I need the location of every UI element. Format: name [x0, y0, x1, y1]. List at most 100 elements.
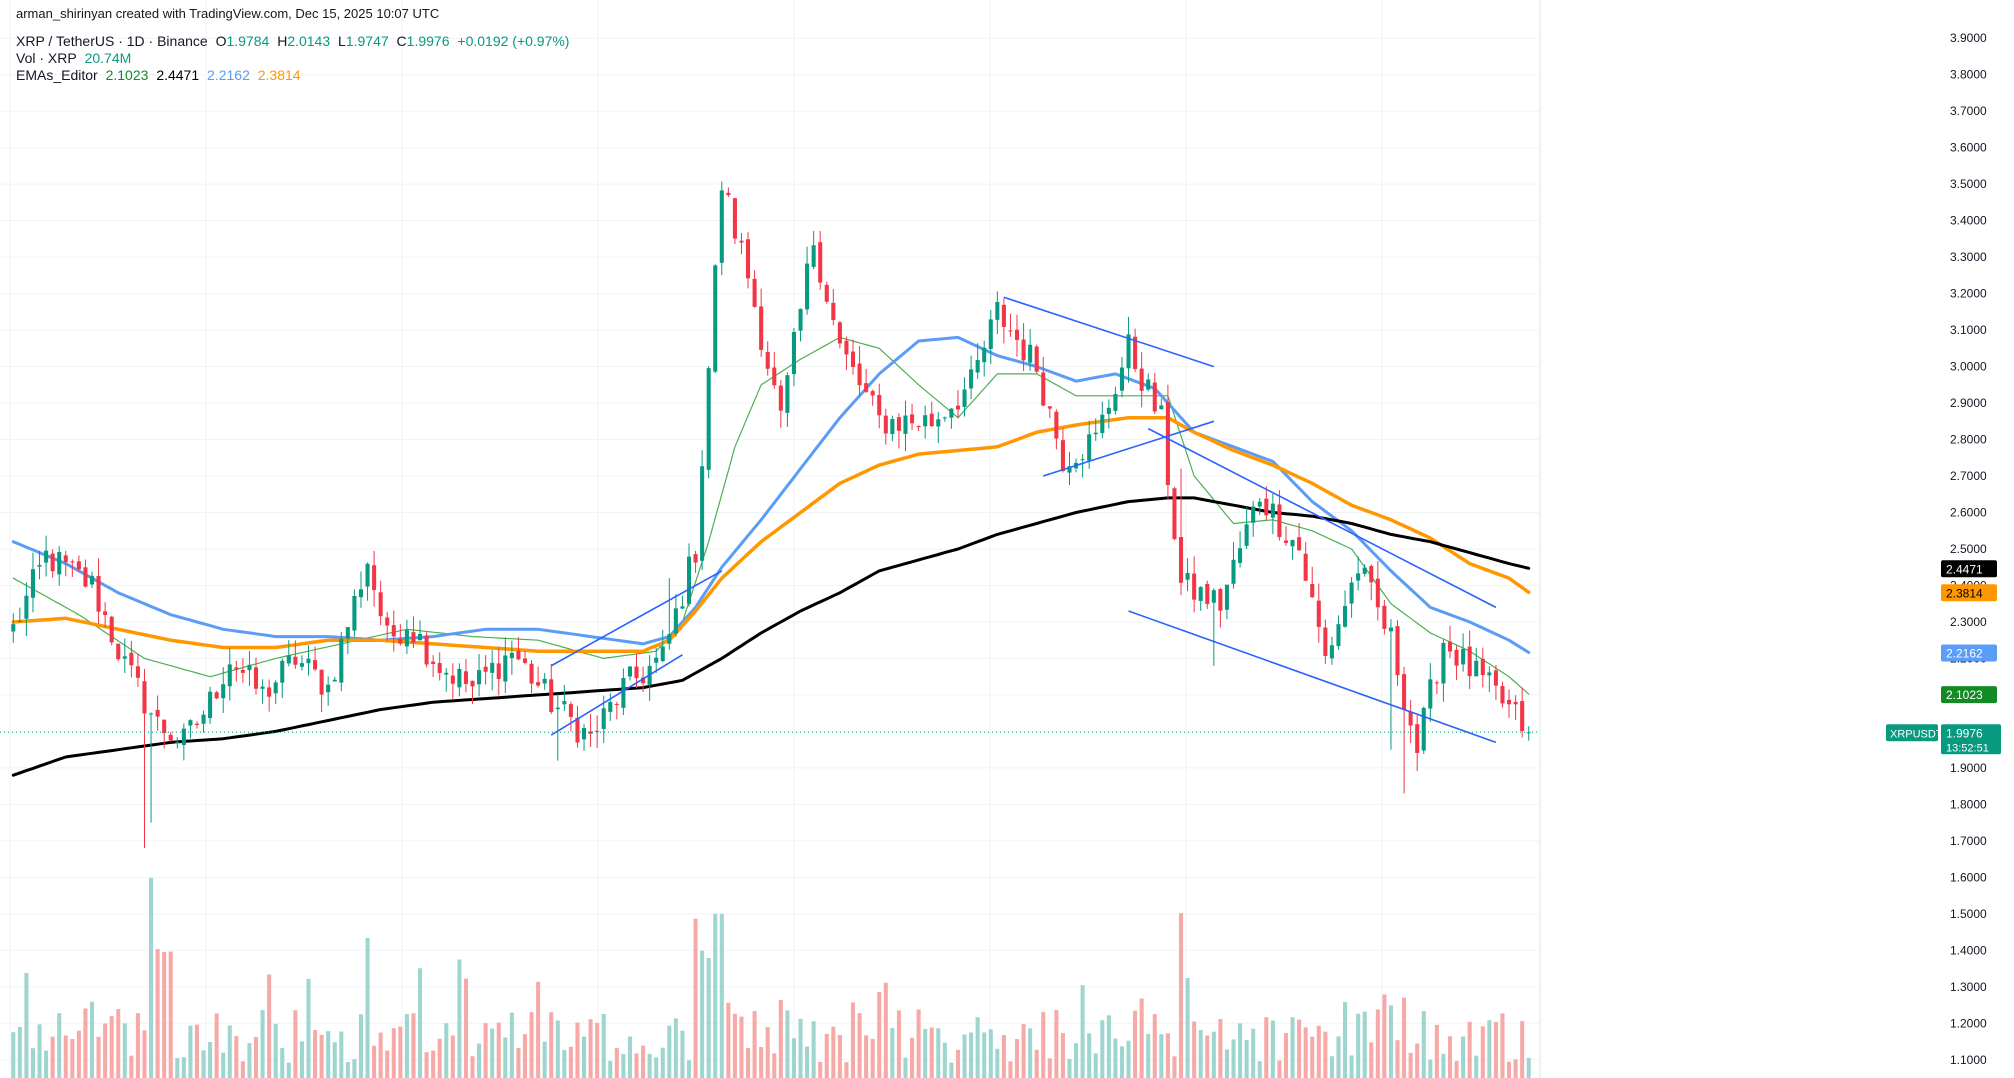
candle-body	[686, 556, 692, 604]
price-tick-label[interactable]: 3.9000	[1950, 31, 1987, 45]
volume-bar	[988, 1029, 993, 1078]
ohlc-low: 1.9747	[345, 33, 389, 49]
candle-body	[398, 638, 403, 644]
volume-bar	[1014, 1038, 1020, 1078]
candle-body	[70, 561, 75, 563]
volume-bar	[936, 1028, 941, 1078]
candle-body	[1244, 524, 1249, 546]
candle-body	[1467, 646, 1472, 677]
candle-body	[345, 627, 350, 639]
price-tick-label[interactable]: 3.8000	[1950, 68, 1987, 82]
candle-body	[444, 672, 449, 675]
volume-bar	[746, 1047, 751, 1078]
chart-grid	[0, 0, 1541, 1078]
price-tick-label[interactable]: 3.7000	[1950, 104, 1987, 118]
price-tick-label[interactable]: 1.6000	[1950, 870, 1987, 884]
candle-body	[201, 714, 206, 724]
candle-body	[437, 663, 442, 673]
volume-bar	[1526, 1057, 1531, 1078]
volume-bar	[1159, 1034, 1164, 1078]
volume-bar	[188, 1025, 193, 1078]
candle-body	[260, 686, 265, 689]
price-tick-label[interactable]: 3.1000	[1950, 323, 1987, 337]
price-tick-label[interactable]: 3.6000	[1950, 141, 1987, 155]
volume-bar	[1192, 1021, 1197, 1078]
volume-bar	[450, 1035, 455, 1078]
candle-body	[850, 351, 856, 368]
candle-body	[549, 679, 554, 713]
volume-bar	[811, 1021, 816, 1078]
price-tick-label[interactable]: 2.9000	[1950, 396, 1987, 410]
trendline[interactable]	[550, 570, 723, 667]
ema-price-badge-text: 2.1023	[1946, 688, 1983, 702]
price-tick-label[interactable]: 2.5000	[1950, 542, 1987, 556]
price-tick-label[interactable]: 1.7000	[1950, 834, 1987, 848]
volume-bar	[63, 1035, 68, 1078]
candle-body	[654, 657, 659, 663]
candle-body	[1480, 658, 1485, 676]
price-tick-label[interactable]: 1.8000	[1950, 797, 1987, 811]
candle-body	[17, 621, 22, 623]
price-tick-label[interactable]: 1.4000	[1950, 943, 1987, 957]
volume-bar	[70, 1038, 75, 1078]
candle-body	[63, 555, 68, 562]
candle-body	[1454, 649, 1459, 666]
volume-bar	[752, 1011, 757, 1078]
price-tick-label[interactable]: 3.5000	[1950, 177, 1987, 191]
volume-bar	[1113, 1038, 1118, 1078]
volume-bar	[345, 1061, 350, 1078]
candle-body	[1447, 641, 1453, 652]
volume-bar	[1231, 1039, 1236, 1078]
trendline[interactable]	[550, 654, 683, 736]
volume-bar	[654, 1057, 659, 1078]
trendline[interactable]	[1003, 296, 1215, 368]
candle-body	[1408, 711, 1413, 726]
candle-body	[923, 415, 928, 427]
volume-bar	[824, 1033, 829, 1078]
price-tick-label[interactable]: 1.1000	[1950, 1053, 1987, 1067]
ema-200-value: 2.4471	[156, 67, 200, 83]
trendline[interactable]	[1147, 427, 1497, 609]
volume-bar	[313, 1030, 318, 1078]
trendline[interactable]	[1043, 420, 1215, 477]
trendlines[interactable]	[550, 296, 1497, 744]
price-axis[interactable]: 1.1000 1.2000 1.3000 1.4000 1.5000 1.6000 1.70…	[1950, 31, 1987, 1067]
ema-20-line	[12, 336, 1530, 695]
price-tick-label[interactable]: 1.2000	[1950, 1016, 1987, 1030]
candle-body	[969, 369, 974, 389]
candle-body	[864, 383, 869, 392]
candle-body	[208, 691, 213, 719]
volume-bar	[962, 1034, 967, 1078]
volume-bar	[490, 1028, 495, 1078]
volume-bar	[1152, 1014, 1157, 1078]
price-tick-label[interactable]: 3.0000	[1950, 360, 1987, 374]
volume-bar	[1474, 1055, 1479, 1078]
volume-bar	[1310, 1036, 1315, 1078]
volume-bar	[1100, 1020, 1105, 1078]
volume-bar	[1172, 1056, 1177, 1078]
volume-bar	[529, 1012, 534, 1078]
volume-bar	[424, 1052, 429, 1078]
price-tick-label[interactable]: 3.4000	[1950, 214, 1987, 228]
volume-bar	[864, 1035, 869, 1078]
candle-body	[516, 650, 521, 660]
candle-body	[490, 662, 495, 673]
candle-body	[778, 385, 783, 411]
price-tick-label[interactable]: 3.2000	[1950, 287, 1987, 301]
candle-body	[175, 742, 180, 744]
candle-body	[1382, 605, 1387, 629]
price-tick-label[interactable]: 1.3000	[1950, 980, 1987, 994]
price-tick-label[interactable]: 3.3000	[1950, 250, 1987, 264]
volume-bar	[1041, 1012, 1046, 1078]
candle-body	[1362, 567, 1367, 574]
price-tick-label[interactable]: 2.8000	[1950, 433, 1987, 447]
volume-bar	[1513, 1059, 1518, 1078]
trendline[interactable]	[1128, 610, 1497, 744]
price-tick-label[interactable]: 1.9000	[1950, 761, 1987, 775]
price-tick-label[interactable]: 1.5000	[1950, 907, 1987, 921]
price-tick-label[interactable]: 2.3000	[1950, 615, 1987, 629]
price-tick-label[interactable]: 2.7000	[1950, 469, 1987, 483]
price-tick-label[interactable]: 2.6000	[1950, 506, 1987, 520]
volume-bar	[142, 1030, 147, 1078]
